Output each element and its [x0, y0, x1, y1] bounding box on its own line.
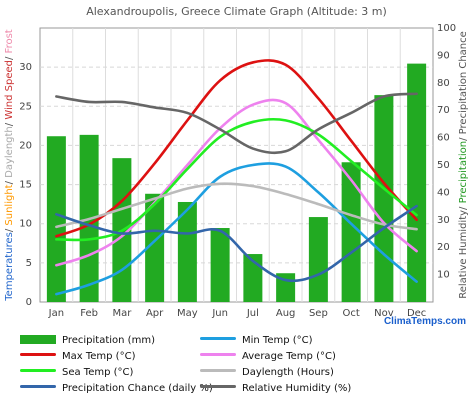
legend-label: Relative Humidity (%): [242, 383, 352, 394]
average-temp-line: [55, 98, 418, 267]
legend-swatch: [200, 369, 236, 372]
right-tick-label: 50: [437, 160, 450, 171]
month-label: Apr: [146, 308, 164, 319]
climate-chart: Alexandroupolis, Greece Climate Graph (A…: [4, 5, 469, 319]
legend-label: Precipitation (mm): [62, 335, 155, 346]
precipitation-bar: [46, 136, 66, 302]
left-tick-label: 0: [26, 297, 32, 308]
min-temp-line: [55, 162, 418, 296]
legend-item: Daylength (Hours): [200, 366, 334, 379]
legend-swatch: [200, 337, 236, 340]
month-label: Jul: [246, 308, 259, 319]
month-label: Jun: [211, 308, 228, 319]
legend-label: Sea Temp (°C): [62, 367, 134, 378]
right-tick-label: 30: [437, 215, 450, 226]
right-tick-label: 40: [437, 187, 450, 198]
precipitation-bar: [341, 162, 361, 302]
precipitation-bar: [308, 217, 328, 302]
legend-item: Average Temp (°C): [200, 350, 336, 363]
legend-label: Average Temp (°C): [242, 351, 336, 362]
month-label: Mar: [112, 308, 132, 319]
legend-swatch: [20, 335, 56, 344]
legend-label: Daylength (Hours): [242, 367, 334, 378]
legend-swatch: [20, 369, 56, 372]
legend-swatch: [20, 353, 56, 356]
month-label: Aug: [276, 308, 296, 319]
left-tick-label: 30: [19, 62, 32, 73]
chart-title: Alexandroupolis, Greece Climate Graph (A…: [86, 5, 387, 18]
left-tick-label: 20: [19, 140, 32, 151]
legend-item: Precipitation (mm): [20, 334, 155, 347]
daylength-line: [55, 182, 418, 231]
right-tick-label: 90: [437, 50, 450, 61]
precipitation-bar: [407, 63, 427, 303]
month-label: Dec: [407, 308, 426, 319]
right-tick-label: 100: [437, 23, 456, 34]
left-tick-label: 15: [19, 180, 32, 191]
right-axis-label: Relative Humidity/ Precipitation/ Precip…: [458, 31, 469, 299]
chart-legend: Precipitation (mm) Min Temp (°C) Max Temp …: [0, 332, 474, 400]
precipitation-bar: [145, 193, 165, 302]
legend-item: Max Temp (°C): [20, 350, 135, 363]
right-tick-label: 80: [437, 78, 450, 89]
legend-item: Sea Temp (°C): [20, 366, 133, 379]
legend-label: Max Temp (°C): [62, 351, 136, 362]
right-tick-label: 60: [437, 133, 450, 144]
legend-label: Min Temp (°C): [242, 335, 313, 346]
legend-item: Min Temp (°C): [200, 334, 313, 347]
right-tick-label: 70: [437, 105, 450, 116]
month-label: Oct: [342, 308, 359, 319]
precipitation-chance-line: [55, 204, 418, 283]
right-tick-label: 10: [437, 270, 450, 281]
brand-watermark[interactable]: ClimaTemps.com: [383, 316, 466, 327]
precipitation-bar: [210, 228, 230, 302]
legend-label: Precipitation Chance (daily %): [62, 383, 213, 394]
legend-item: Precipitation Chance (daily %): [20, 382, 213, 395]
month-label: Sep: [309, 308, 328, 319]
month-label: Feb: [80, 308, 98, 319]
precipitation-bar: [177, 201, 197, 302]
max-temp-line: [55, 59, 418, 238]
precipitation-bar: [374, 95, 394, 302]
legend-swatch: [200, 353, 236, 356]
legend-swatch: [200, 385, 236, 388]
month-label: May: [177, 308, 198, 319]
left-axis-label: Temperatures/ Sunlight/ Daylength/ Wind …: [4, 29, 15, 302]
left-tick-label: 5: [26, 258, 32, 269]
legend-item: Relative Humidity (%): [200, 382, 351, 395]
month-label: Nov: [374, 308, 394, 319]
legend-swatch: [20, 385, 56, 388]
left-tick-label: 25: [19, 101, 32, 112]
relative-humidity-line: [55, 92, 418, 155]
month-label: Jan: [48, 308, 64, 319]
right-tick-label: 20: [437, 242, 450, 253]
left-tick-label: 10: [19, 219, 32, 230]
